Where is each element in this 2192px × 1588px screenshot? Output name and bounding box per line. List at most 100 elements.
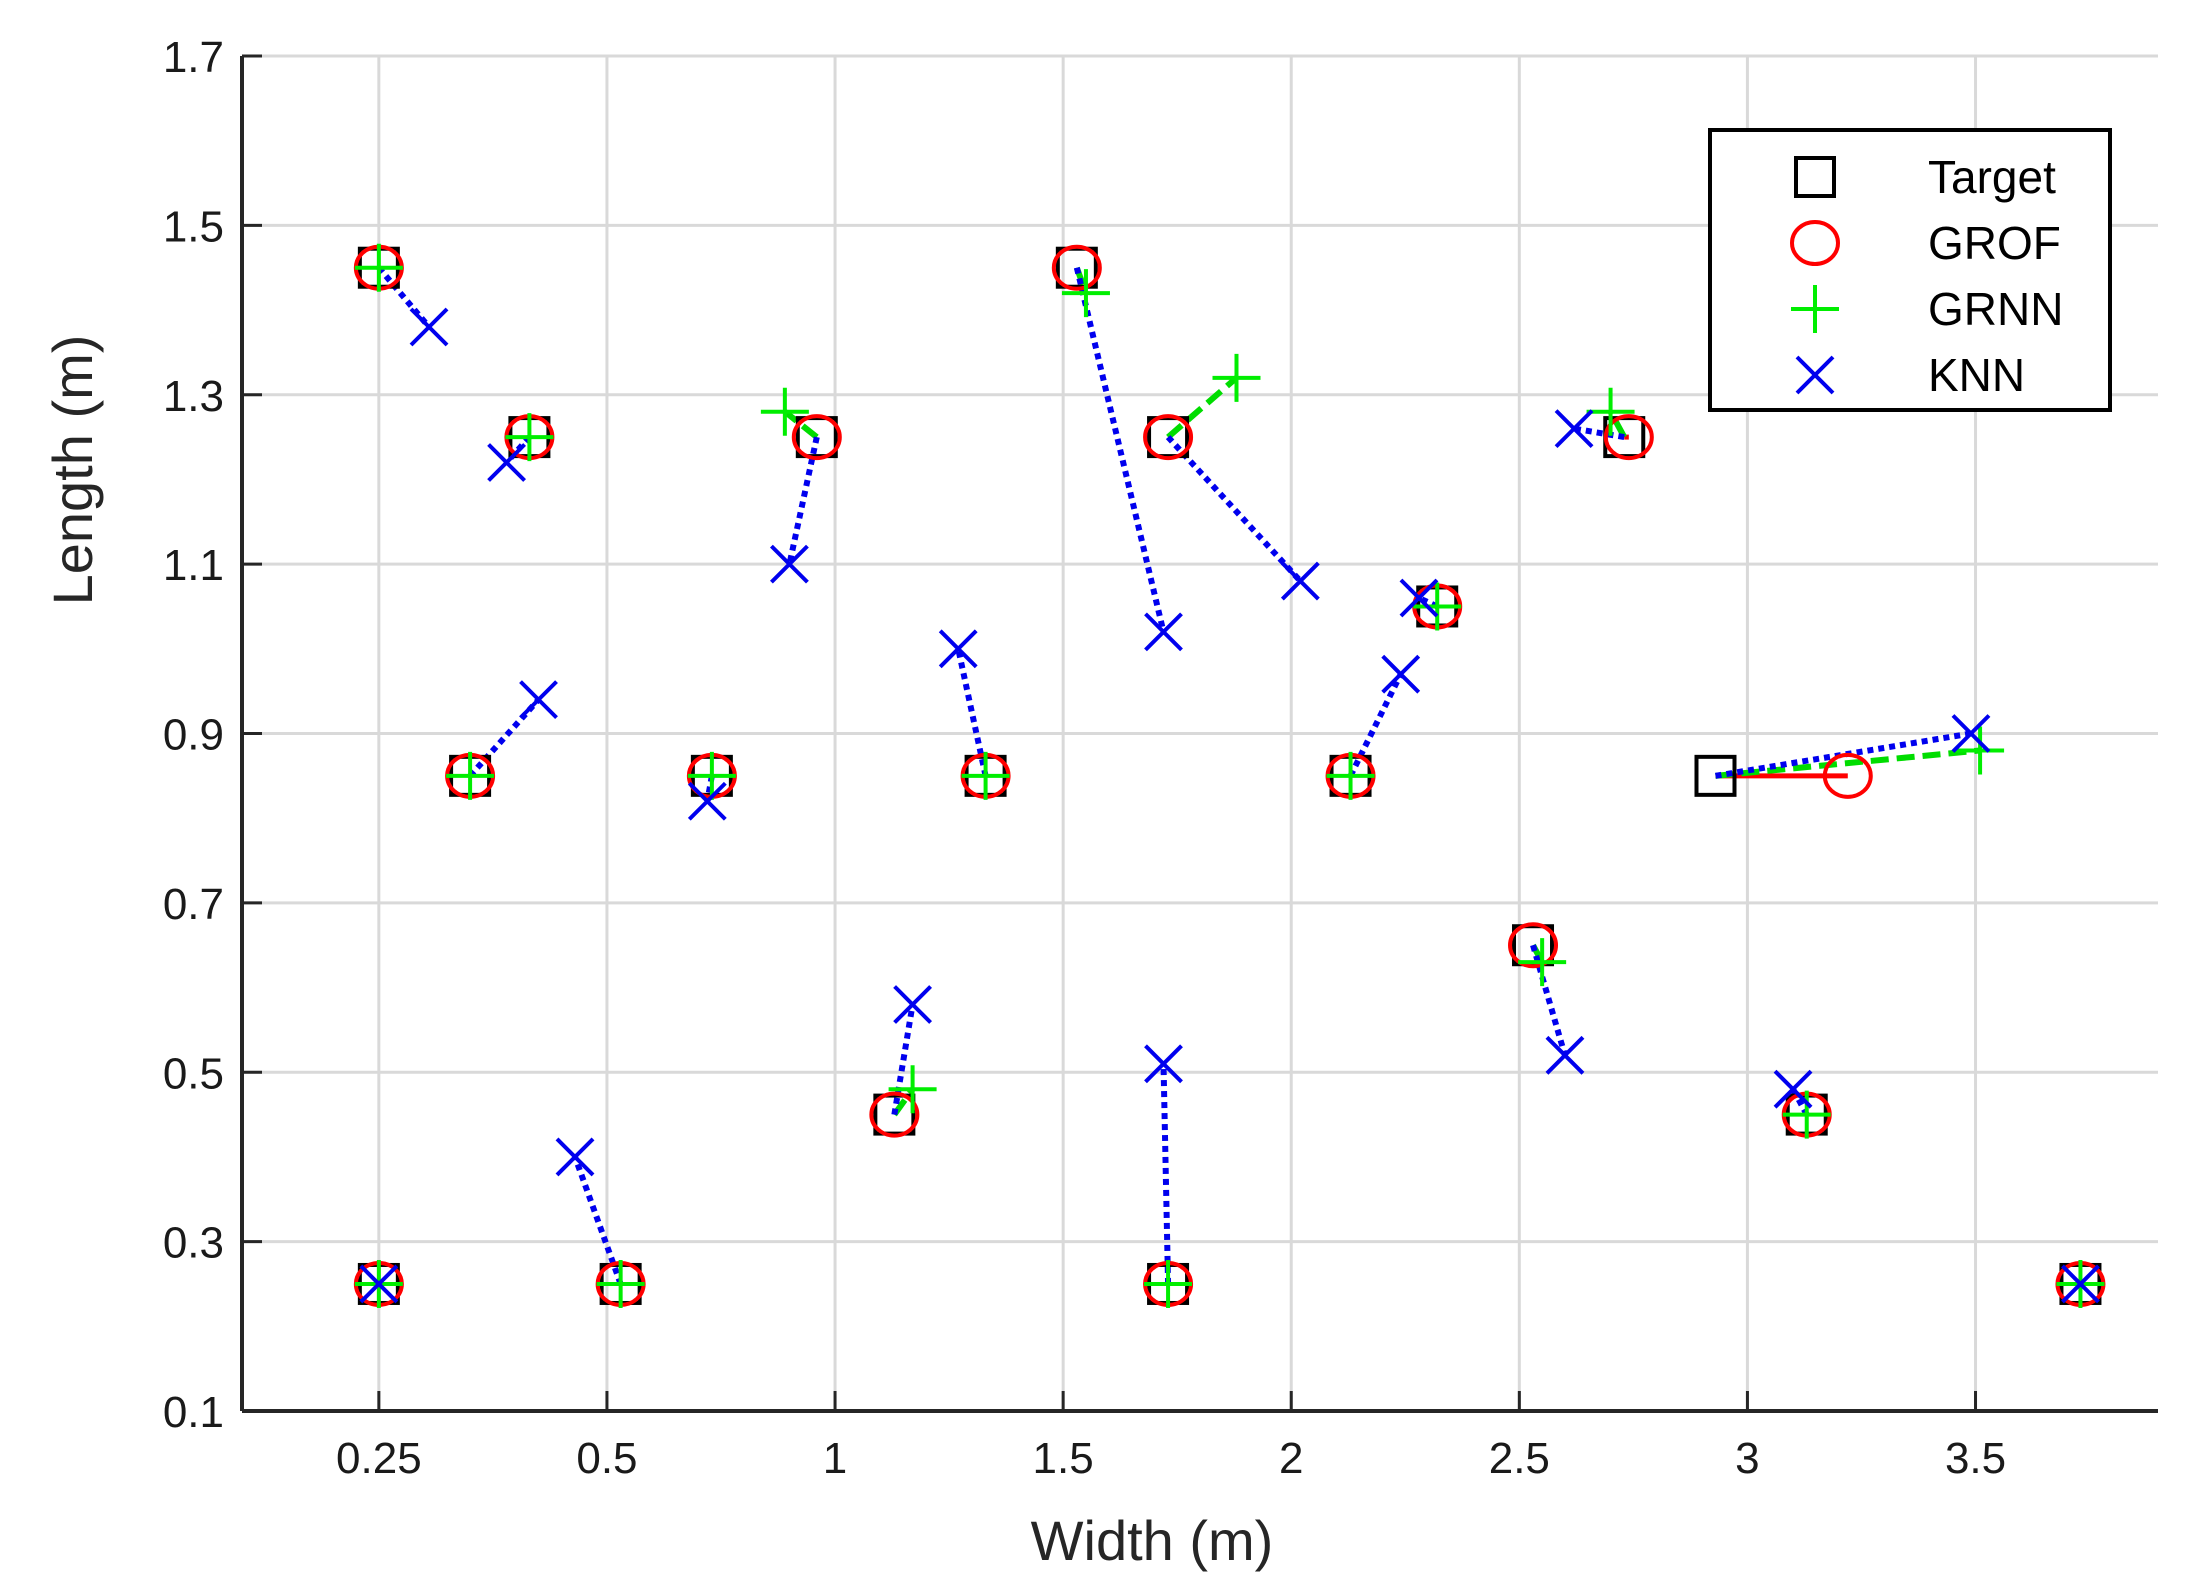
y-tick-label: 1.1: [163, 541, 224, 590]
grnn-marker: [1586, 387, 1635, 436]
knn-marker: [519, 680, 558, 720]
y-tick-label: 0.5: [163, 1049, 224, 1098]
grof-marker: [1822, 752, 1873, 799]
knn-marker: [1399, 578, 1439, 618]
knn-x-b: [409, 307, 449, 347]
knn-x-b: [1773, 1069, 1813, 1109]
legend-marker-knn: [1795, 355, 1835, 395]
grnn-marker: [1518, 938, 1567, 987]
axes: [240, 54, 2158, 1413]
knn-error-line: [504, 435, 532, 465]
knn-marker: [1554, 409, 1594, 449]
data-markers: [353, 243, 2106, 1308]
knn-error-line: [1073, 267, 1167, 633]
x-tick-label: 1: [823, 1434, 847, 1483]
y-tick-label: 1.5: [163, 202, 224, 251]
knn-x-b: [2061, 1264, 2100, 1304]
grnn-marker: [1061, 269, 1110, 318]
grof-marker: [869, 1091, 920, 1138]
x-tick-label: 1.5: [1033, 1434, 1094, 1483]
grof-marker: [1603, 414, 1654, 461]
grnn-marker: [1782, 1090, 1831, 1139]
knn-x-b: [1280, 561, 1320, 601]
grnn-error-line: [1715, 747, 1981, 779]
knn-marker: [938, 629, 978, 669]
grid-lines: [242, 54, 2158, 1413]
grnn-error-line: [1607, 410, 1627, 439]
knn-error-line: [1573, 425, 1625, 441]
knn-marker: [487, 443, 527, 482]
knn-marker: [893, 985, 933, 1024]
knn-x-b: [1144, 1044, 1183, 1084]
grof-marker: [1508, 922, 1559, 969]
y-tick-label: 1.3: [163, 372, 224, 421]
x-tick-label: 3: [1735, 1434, 1759, 1483]
y-axis-label: Length (m): [41, 335, 104, 606]
knn-x-b: [1554, 409, 1594, 449]
x-tick-label: 0.5: [576, 1434, 637, 1483]
x-axis-label: Width (m): [1031, 1509, 1274, 1572]
knn-x-b: [1144, 612, 1183, 652]
knn-error-line: [1165, 435, 1303, 584]
y-tick-label: 0.9: [163, 711, 224, 760]
y-tick-label: 0.3: [163, 1219, 224, 1268]
grnn-marker: [961, 751, 1010, 800]
knn-x-b: [687, 781, 727, 821]
knn-marker: [1144, 1044, 1183, 1084]
x-tick-label: 2.5: [1489, 1434, 1550, 1483]
grnn-marker: [1212, 353, 1261, 402]
grnn-marker: [354, 243, 403, 292]
grnn-marker: [687, 751, 736, 800]
knn-marker: [409, 307, 449, 347]
knn-x-b: [519, 680, 558, 720]
knn-marker: [1545, 1035, 1585, 1075]
knn-x-b: [1545, 1035, 1585, 1075]
legend-label-grof: GROF: [1928, 217, 2061, 269]
grnn-marker: [1413, 582, 1462, 631]
knn-marker: [555, 1137, 595, 1177]
legend-label-grnn: GRNN: [1928, 283, 2063, 335]
legend-label-target: Target: [1928, 151, 2056, 203]
knn-error-line: [891, 1004, 916, 1116]
grnn-error-line: [782, 409, 819, 440]
grnn-marker: [1326, 751, 1375, 800]
legend-marker-grnn: [1791, 285, 1839, 333]
legend-marker-target: [1794, 156, 1836, 198]
tick-labels: 0.25 0.5 1 1.5 2 2.5 3 3.5 0.1 0.3 0.5 0.7 0.9 1.1 1.3…: [163, 33, 2006, 1483]
legend: Target GROF GRNN KNN: [1708, 128, 2112, 412]
knn-marker: [1951, 714, 1991, 753]
grof-marker: [1143, 414, 1194, 461]
knn-error-line: [1347, 672, 1404, 778]
knn-x-b: [1381, 654, 1421, 694]
x-tick-label: 2: [1279, 1434, 1303, 1483]
knn-error-line: [1530, 944, 1568, 1057]
grnn-marker: [760, 387, 809, 436]
target-marker: [1694, 754, 1737, 797]
knn-x-b: [487, 443, 527, 482]
knn-error-line: [1160, 1063, 1172, 1285]
y-tick-label: 0.1: [163, 1388, 224, 1437]
grnn-marker: [446, 751, 495, 800]
knn-error-line: [376, 265, 432, 329]
x-tick-label: 0.25: [336, 1434, 422, 1483]
x-tick-label: 3.5: [1945, 1434, 2006, 1483]
grnn-marker: [1956, 726, 2005, 775]
knn-marker: [770, 544, 809, 584]
knn-x-b: [359, 1264, 399, 1304]
legend-label-knn: KNN: [1928, 349, 2025, 401]
knn-marker: [1773, 1069, 1813, 1109]
knn-x-b: [893, 985, 933, 1024]
knn-marker: [1381, 654, 1421, 694]
error-lines: [376, 265, 1981, 1285]
knn-x-b: [1951, 714, 1991, 753]
grnn-error-line: [1166, 375, 1239, 440]
knn-marker: [1144, 612, 1183, 652]
knn-marker: [1280, 561, 1320, 601]
knn-x-b: [938, 629, 978, 669]
knn-x-b: [1795, 355, 1835, 395]
grnn-marker: [1144, 1259, 1193, 1308]
knn-marker: [359, 1264, 399, 1304]
grof-marker: [1051, 244, 1102, 291]
y-tick-label: 1.7: [163, 33, 224, 82]
